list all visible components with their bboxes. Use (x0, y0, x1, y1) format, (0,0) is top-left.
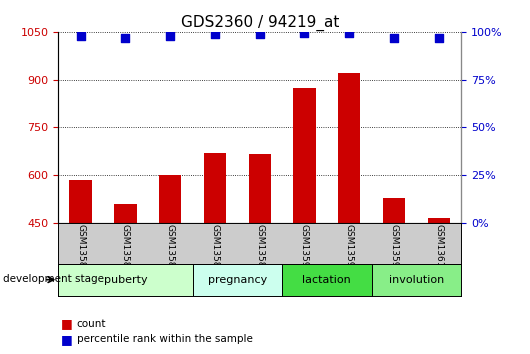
Text: ■: ■ (61, 333, 73, 346)
Point (211, 31, 219, 36)
Text: lactation: lactation (303, 275, 351, 285)
Bar (159, 175, 181, 223)
Bar (192, 264, 282, 296)
Text: GSM135902: GSM135902 (390, 224, 399, 279)
Bar (372, 264, 461, 296)
Text: GSM135900: GSM135900 (300, 224, 309, 279)
Bar (114, 204, 137, 223)
Text: pregnancy: pregnancy (208, 275, 267, 285)
Bar (428, 218, 450, 223)
Point (76, 33, 85, 39)
Text: GSM135895: GSM135895 (76, 224, 85, 279)
Point (121, 35, 130, 40)
Text: percentile rank within the sample: percentile rank within the sample (77, 334, 253, 344)
Point (345, 30, 354, 36)
Text: puberty: puberty (104, 275, 147, 285)
Point (435, 35, 443, 40)
Point (390, 35, 398, 40)
Title: GDS2360 / 94219_at: GDS2360 / 94219_at (181, 14, 339, 30)
Bar (338, 73, 360, 223)
Point (166, 33, 174, 39)
Text: development stage: development stage (3, 274, 104, 284)
Bar (282, 264, 372, 296)
Text: involution: involution (388, 275, 444, 285)
Text: GSM135901: GSM135901 (344, 224, 354, 279)
Text: GSM135897: GSM135897 (166, 224, 175, 279)
Point (255, 31, 264, 36)
Point (300, 30, 308, 36)
Bar (293, 88, 316, 223)
Bar (249, 154, 271, 223)
Text: GSM136112: GSM136112 (434, 224, 443, 279)
Bar (58, 264, 192, 296)
Bar (204, 153, 226, 223)
Text: count: count (77, 319, 107, 329)
Text: GSM135899: GSM135899 (255, 224, 264, 279)
Text: GSM135896: GSM135896 (121, 224, 130, 279)
Bar (69, 180, 92, 223)
Bar (383, 198, 405, 223)
Text: GSM135898: GSM135898 (210, 224, 219, 279)
Text: ■: ■ (61, 318, 73, 330)
